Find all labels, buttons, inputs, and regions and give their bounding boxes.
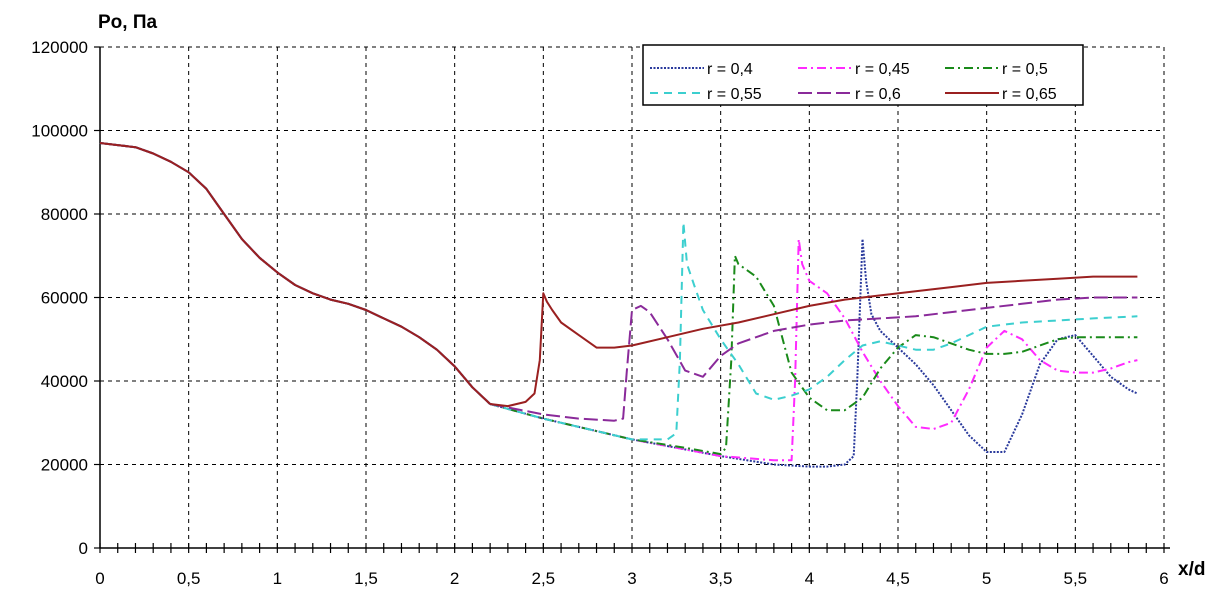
x-axis-title: x/d [1178, 559, 1205, 580]
x-tick-label: 1,5 [354, 569, 378, 588]
x-tick-label: 1 [273, 569, 282, 588]
y-tick-label: 20000 [41, 456, 88, 475]
series [99, 142, 1138, 468]
legend-label: r = 0,6 [855, 86, 901, 103]
series-r055 [99, 142, 1138, 441]
legend-label: r = 0,4 [707, 61, 753, 78]
x-tick-label: 2,5 [532, 569, 556, 588]
y-tick-label: 60000 [41, 289, 88, 308]
x-tick-label: 6 [1159, 569, 1168, 588]
series-r06 [99, 142, 1138, 422]
legend-box [642, 44, 1084, 106]
series-r045 [99, 142, 1138, 462]
series-line-common [99, 142, 491, 405]
y-tick-label: 120000 [31, 38, 88, 57]
series-line-common [99, 142, 491, 405]
legend-label: r = 0,55 [707, 86, 762, 103]
legend: r = 0,4 r = 0,45 r = 0,5 r = 0,55 r = 0,6 r =… [642, 44, 1084, 106]
grid [100, 46, 1165, 548]
x-tick-label: 3,5 [709, 569, 733, 588]
series-line [489, 221, 1138, 441]
y-tick-label: 40000 [41, 372, 88, 391]
x-tick-label: 5,5 [1064, 569, 1088, 588]
series-r05 [99, 142, 1138, 456]
x-tick-label: 0,5 [177, 569, 201, 588]
legend-items: r = 0,4 r = 0,45 r = 0,5 r = 0,55 r = 0,6 r =… [650, 61, 1057, 103]
series-line-common [99, 142, 491, 405]
series-line-common [99, 142, 491, 405]
tick-labels: 0 0,5 1 1,5 2 2,5 3 3,5 4 4,5 5 5,5 6 0 20000 40000 6000… [31, 38, 1168, 588]
x-tick-label: 2 [450, 569, 459, 588]
series-r04 [99, 142, 1138, 468]
series-line [489, 238, 1138, 462]
y-tick-label: 0 [79, 539, 88, 558]
y-axis-title: Po, Па [98, 12, 157, 33]
y-tick-label: 100000 [31, 122, 88, 141]
x-tick-label: 0 [95, 569, 104, 588]
series-line-common [99, 142, 491, 405]
x-tick-label: 3 [627, 569, 636, 588]
x-tick-label: 4,5 [886, 569, 910, 588]
legend-label: r = 0,5 [1002, 61, 1048, 78]
legend-label: r = 0,45 [855, 61, 910, 78]
x-tick-label: 5 [982, 569, 991, 588]
y-tick-label: 80000 [41, 205, 88, 224]
series-line [489, 238, 1138, 468]
series-r065 [99, 142, 1138, 408]
series-line [489, 296, 1138, 422]
legend-label: r = 0,65 [1002, 86, 1057, 103]
series-line-common [99, 142, 491, 405]
series-line [489, 275, 1138, 408]
tick-marks [94, 46, 1165, 553]
series-line [489, 254, 1138, 456]
x-tick-label: 4 [805, 569, 814, 588]
